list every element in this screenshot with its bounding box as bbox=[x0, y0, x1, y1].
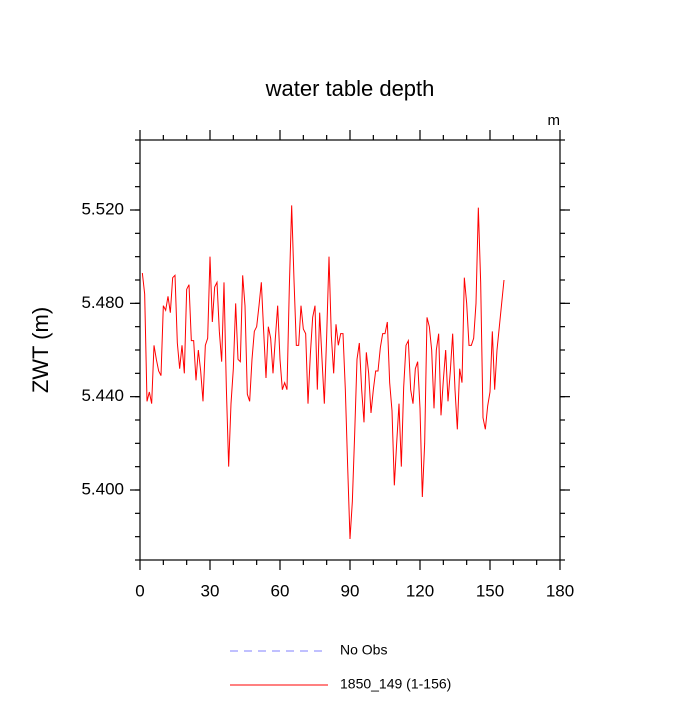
y-axis-label: ZWT (m) bbox=[28, 307, 53, 393]
legend-label: No Obs bbox=[340, 642, 387, 658]
chart-title: water table depth bbox=[265, 76, 435, 101]
x-tick-label: 90 bbox=[341, 581, 360, 600]
y-tick-label: 5.480 bbox=[81, 293, 124, 312]
x-tick-label: 0 bbox=[135, 581, 144, 600]
x-tick-label: 30 bbox=[201, 581, 220, 600]
y-tick-label: 5.400 bbox=[81, 479, 124, 498]
y-tick-label: 5.440 bbox=[81, 386, 124, 405]
x-tick-label: 60 bbox=[271, 581, 290, 600]
x-tick-label: 150 bbox=[476, 581, 504, 600]
x-tick-label: 120 bbox=[406, 581, 434, 600]
data-line bbox=[141, 205, 505, 540]
x-tick-label: 180 bbox=[546, 581, 574, 600]
legend-label: 1850_149 (1-156) bbox=[340, 676, 451, 692]
units-label: m bbox=[548, 112, 561, 129]
y-tick-label: 5.520 bbox=[81, 199, 124, 218]
